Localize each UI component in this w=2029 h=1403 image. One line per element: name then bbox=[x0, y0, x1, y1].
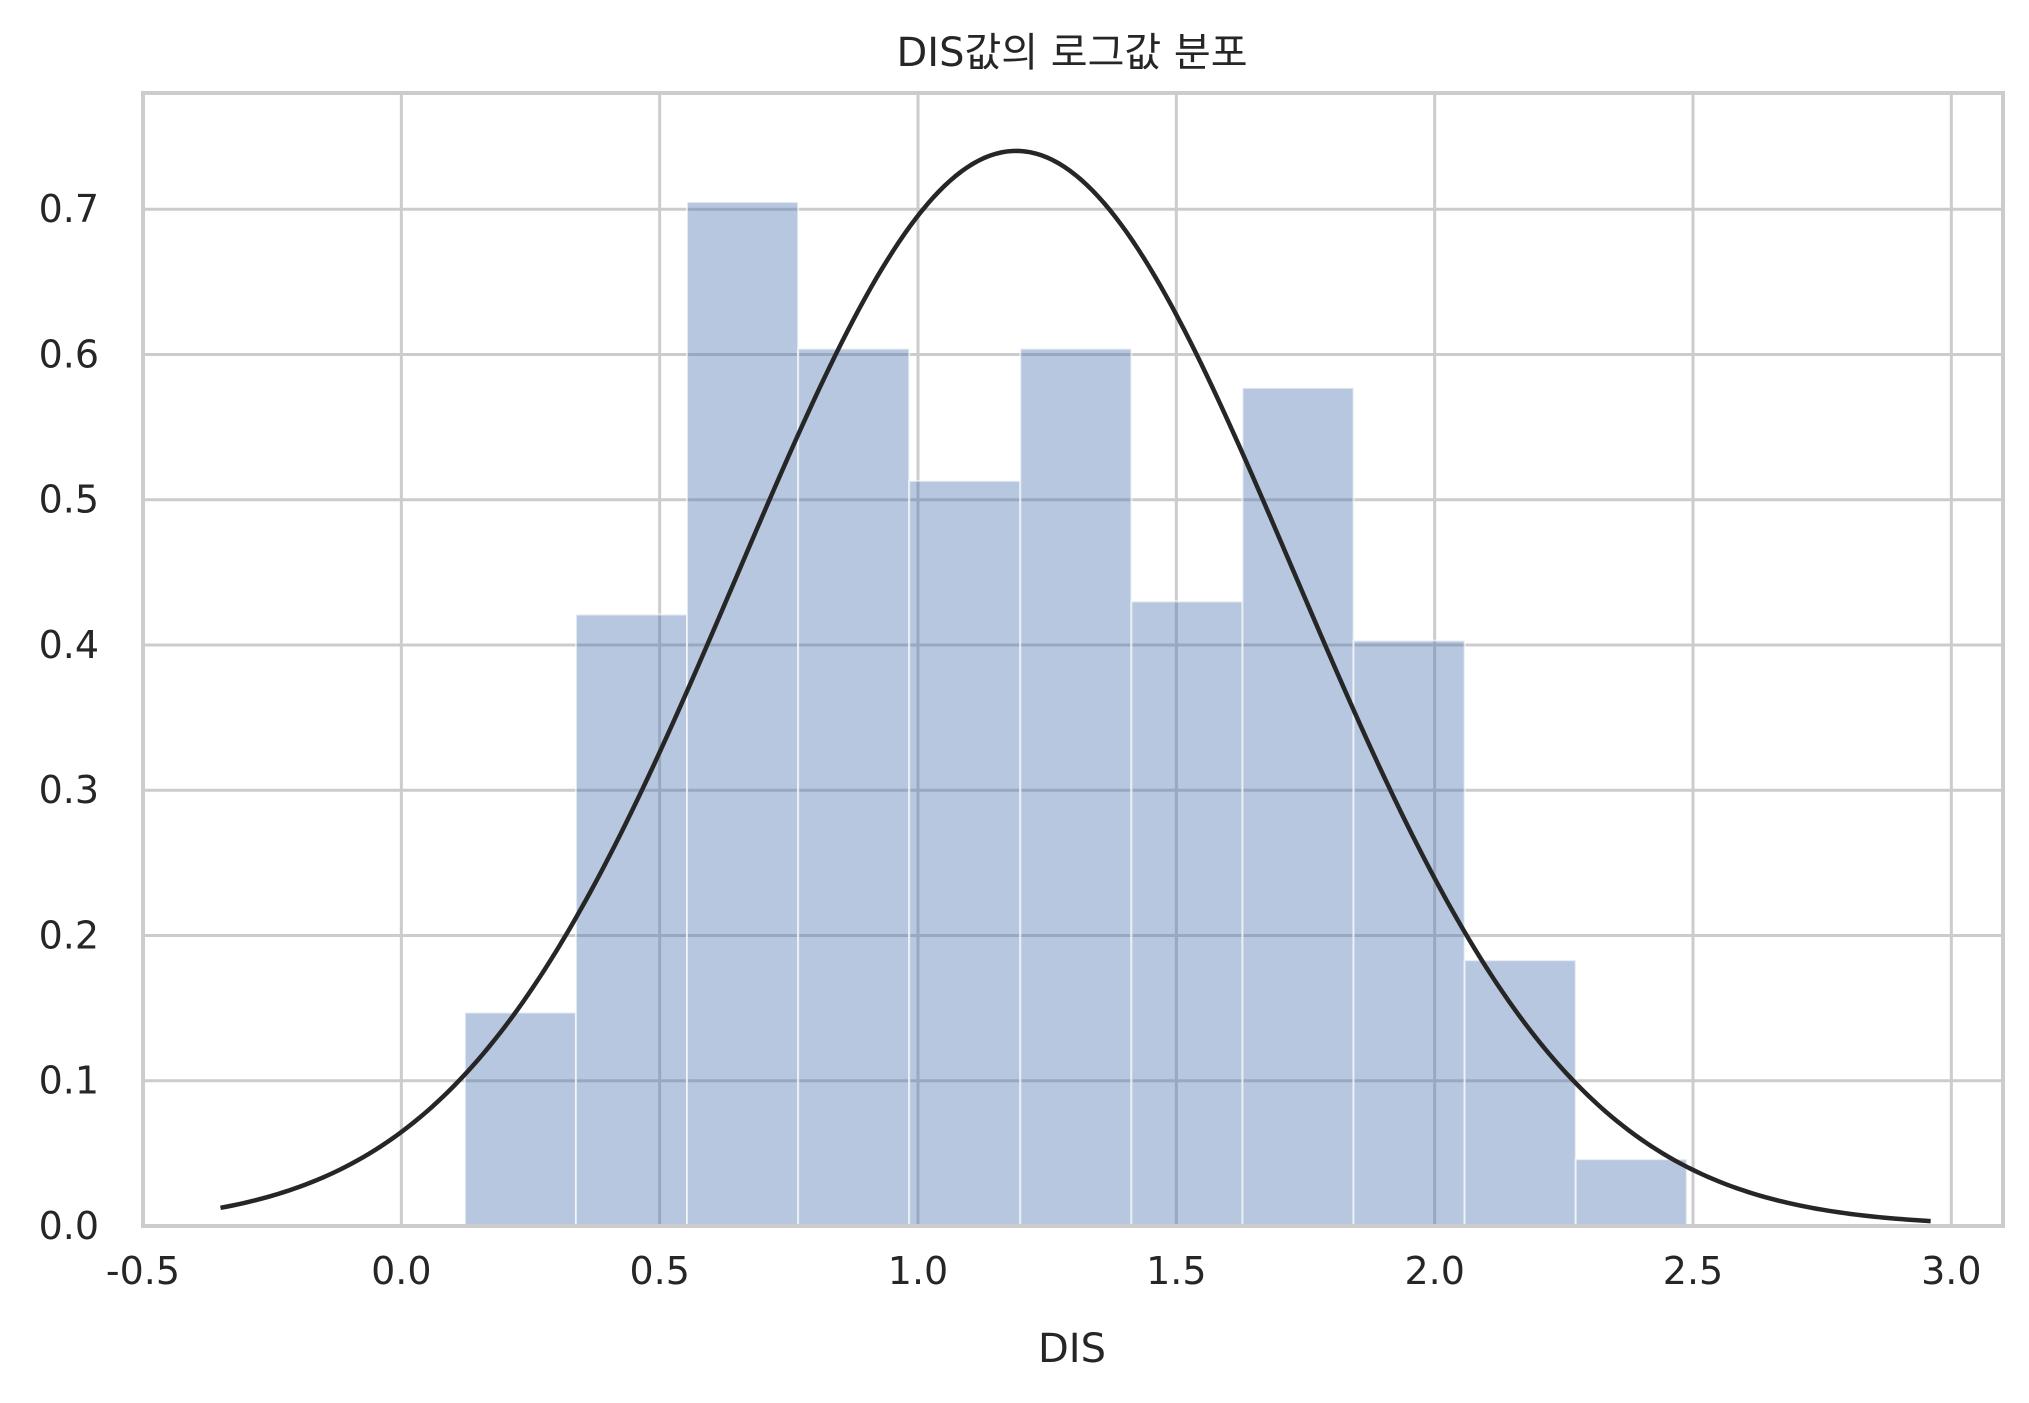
histogram-bar bbox=[1241, 386, 1355, 1228]
y-tick-label: 0.2 bbox=[39, 913, 99, 957]
y-tick-label: 0.1 bbox=[39, 1059, 99, 1103]
histogram-bar bbox=[797, 347, 911, 1227]
y-tick-label: 0.3 bbox=[39, 768, 99, 812]
y-tick-label: 0.4 bbox=[39, 623, 99, 667]
x-tick-label: -0.5 bbox=[106, 1249, 180, 1293]
histogram-bar bbox=[1019, 347, 1133, 1227]
x-axis-label: DIS bbox=[1038, 1326, 1106, 1372]
histogram-bar bbox=[463, 1011, 577, 1227]
x-tick-label: 1.0 bbox=[888, 1249, 948, 1293]
x-tick-label: 0.5 bbox=[629, 1249, 689, 1293]
histogram-bar bbox=[574, 613, 689, 1227]
curve-layer bbox=[220, 148, 1931, 1224]
x-tick-label: 0.0 bbox=[371, 1249, 431, 1293]
y-tick-label: 0.6 bbox=[39, 332, 99, 376]
histogram-bar bbox=[1130, 600, 1244, 1227]
histogram-bar bbox=[1463, 959, 1577, 1228]
plot-frame bbox=[141, 91, 2005, 1228]
grid-layer bbox=[143, 93, 2003, 1226]
histogram-bar bbox=[908, 479, 1022, 1228]
y-tick-label: 0.7 bbox=[39, 187, 99, 231]
y-tick-label: 0.5 bbox=[39, 478, 99, 522]
histogram-bar bbox=[686, 200, 800, 1228]
x-tick-label: 2.0 bbox=[1404, 1249, 1464, 1293]
histogram-bar bbox=[1574, 1158, 1688, 1227]
normal-fit-curve bbox=[220, 148, 1931, 1224]
chart-title: DIS값의 로그값 분포 bbox=[896, 30, 1247, 76]
x-tick-label: 1.5 bbox=[1146, 1249, 1206, 1293]
x-tick-label: 3.0 bbox=[1921, 1249, 1981, 1293]
bar-layer bbox=[463, 200, 1688, 1228]
y-tick-labels: 0.0 0.1 0.2 0.3 0.4 0.5 0.6 0.7 bbox=[39, 187, 99, 1248]
x-tick-label: 2.5 bbox=[1663, 1249, 1723, 1293]
y-tick-label: 0.0 bbox=[39, 1204, 99, 1248]
histogram-bar bbox=[1352, 639, 1466, 1227]
x-tick-labels: -0.5 0.0 0.5 1.0 1.5 2.0 2.5 3.0 bbox=[106, 1249, 1982, 1293]
